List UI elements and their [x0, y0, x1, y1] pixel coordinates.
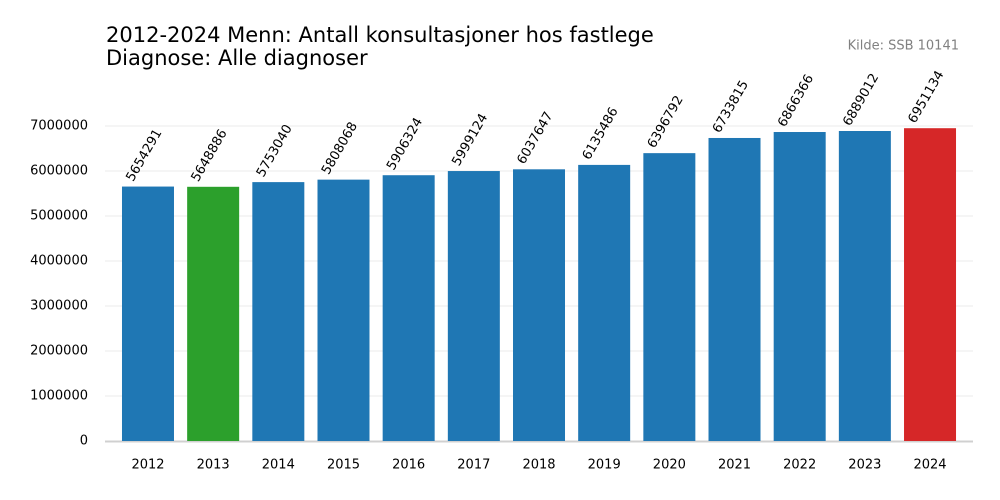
bar [121, 186, 174, 441]
x-tick-label: 2023 [848, 458, 881, 473]
x-tick-label: 2020 [653, 458, 686, 473]
value-label: 6951134 [906, 68, 948, 126]
value-label: 5654291 [123, 127, 165, 185]
chart-subtitle: Diagnose: Alle diagnoser [106, 46, 368, 70]
value-label: 5808068 [319, 120, 361, 178]
y-tick-label: 1000000 [30, 389, 88, 404]
bar [838, 130, 891, 442]
x-tick-label: 2013 [197, 458, 230, 473]
value-label: 6396792 [645, 93, 687, 151]
y-tick-label: 6000000 [30, 164, 88, 179]
x-tick-label: 2022 [783, 458, 816, 473]
value-label: 6733815 [710, 78, 752, 136]
y-tick-label: 4000000 [30, 254, 88, 269]
value-label: 5906324 [384, 115, 426, 173]
chart-title: 2012-2024 Menn: Antall konsultasjoner ho… [106, 23, 654, 47]
bar [904, 128, 957, 441]
bar [708, 137, 761, 441]
y-tick-label: 7000000 [30, 119, 88, 134]
bar [317, 179, 370, 441]
x-tick-label: 2015 [327, 458, 360, 473]
y-tick-label: 5000000 [30, 209, 88, 224]
x-tick-label: 2019 [588, 458, 621, 473]
value-label: 6866366 [775, 72, 817, 130]
bar [773, 132, 826, 441]
bar [252, 182, 305, 441]
x-tick-label: 2018 [522, 458, 555, 473]
value-label: 6037647 [515, 109, 557, 167]
y-tick-label: 3000000 [30, 299, 88, 314]
x-tick-label: 2021 [718, 458, 751, 473]
value-label: 5648886 [189, 127, 231, 185]
y-tick-label: 2000000 [30, 344, 88, 359]
bar [643, 153, 696, 442]
x-tick-label: 2016 [392, 458, 425, 473]
x-tick-label: 2014 [262, 458, 295, 473]
value-label: 6889012 [840, 71, 882, 129]
bar [187, 186, 240, 441]
source-note: Kilde: SSB 10141 [848, 39, 959, 54]
bar [513, 169, 566, 441]
bar [447, 171, 500, 441]
bar [382, 175, 435, 441]
x-tick-label: 2017 [457, 458, 490, 473]
value-label: 6135486 [580, 105, 622, 163]
x-tick-label: 2024 [913, 458, 946, 473]
x-tick-label: 2012 [131, 458, 164, 473]
value-label: 5999124 [449, 111, 491, 169]
y-tick-label: 0 [80, 434, 88, 449]
bar [578, 164, 631, 441]
